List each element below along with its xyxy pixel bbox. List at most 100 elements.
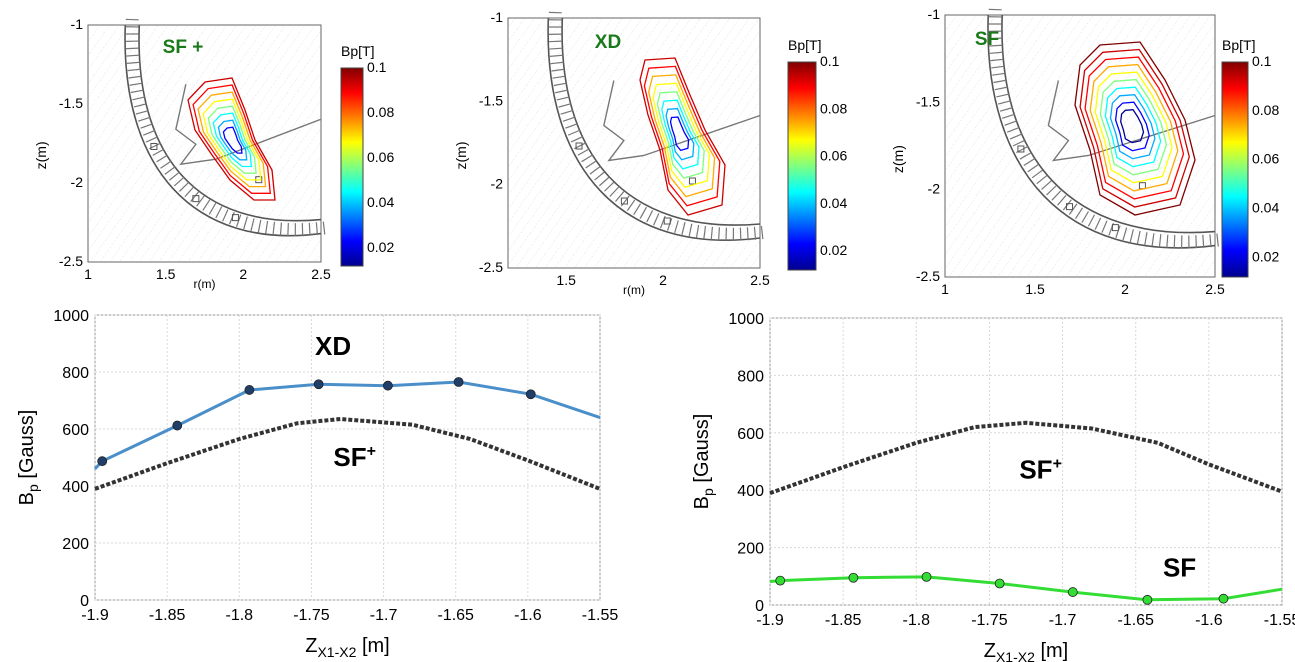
data-point xyxy=(1142,594,1153,605)
colorbar-tick-label: 0.04 xyxy=(367,194,394,210)
x-axis-label: r(m) xyxy=(623,283,645,297)
y-axis-label: z(m) xyxy=(890,145,906,173)
data-point xyxy=(525,389,536,400)
colorbar xyxy=(340,67,364,267)
x-tick-label: 1 xyxy=(941,281,949,297)
line-chart-1: -1.9 -1.85 -1.8 -1.75 -1.7 -1.65 -1.6 -1.55 0 200… xyxy=(16,308,618,660)
x-tick-label: 1.5 xyxy=(156,266,176,282)
x-tick-label: 2 xyxy=(239,266,247,282)
data-point xyxy=(775,575,786,586)
contour-level xyxy=(187,77,276,201)
series-line-sf-plus xyxy=(769,420,1283,495)
contour-level xyxy=(643,65,721,207)
coil-outline xyxy=(175,84,322,166)
x-tick-label: -1.65 xyxy=(1117,612,1154,629)
data-point xyxy=(848,572,859,583)
series-annotation: XD xyxy=(315,331,351,361)
y-tick-label: -1 xyxy=(928,6,941,22)
data-point xyxy=(921,571,932,582)
y-tick-label: 800 xyxy=(737,368,764,385)
x-tick-label: 1.5 xyxy=(1025,281,1045,297)
colorbar-tick-label: 0.06 xyxy=(367,149,394,165)
data-point xyxy=(172,420,183,431)
y-tick-label: -2.5 xyxy=(59,253,83,269)
y-tick-label: -2.5 xyxy=(479,259,503,275)
y-tick-label: -1 xyxy=(491,9,504,25)
plot-area xyxy=(94,314,601,601)
y-tick-label: 200 xyxy=(737,541,764,558)
contour-level xyxy=(656,91,705,179)
y-tick-label: -1.5 xyxy=(479,92,503,108)
contour-level xyxy=(202,98,262,181)
y-tick-label: 1000 xyxy=(53,308,89,325)
x-axis-label: ZX1-X2 [m] xyxy=(984,640,1068,662)
contour-panel-2: XD 1.5 2 2.5 -1 -1.5 -2 -2.5 r(m) z(m) Bp[T]0.1 0.0… xyxy=(453,9,847,297)
coil-outline xyxy=(1047,80,1216,162)
contour-level xyxy=(222,126,243,154)
contour-level xyxy=(1114,101,1150,152)
colorbar xyxy=(787,61,817,271)
colorbar-tick-label: 0.08 xyxy=(1252,102,1279,118)
colorbar-tick-label: 0.1 xyxy=(1252,53,1272,69)
contour-panel-3: SF 1 1.5 2 2.5 -1 -1.5 -2 -2.5 z(m) Bp[T]0.1 0.08 0.… xyxy=(890,6,1279,297)
contour-level xyxy=(217,119,248,161)
contour-level xyxy=(1109,94,1156,160)
x-tick-label: 1.5 xyxy=(556,272,576,288)
series-annotation: SF xyxy=(1163,552,1196,582)
y-axis-label: z(m) xyxy=(33,141,49,169)
x-tick-label: -1.85 xyxy=(149,607,186,624)
x-tick-label: -1.8 xyxy=(225,607,253,624)
x-tick-label: -1.85 xyxy=(825,612,862,629)
colorbar-tick-label: 0.04 xyxy=(1252,200,1279,216)
contour-level xyxy=(1104,86,1162,168)
x-tick-label: -1.75 xyxy=(971,612,1008,629)
x-tick-label: -1.9 xyxy=(756,612,784,629)
x-tick-label: -1.55 xyxy=(582,607,619,624)
colorbar-tick-label: 0.1 xyxy=(820,53,840,69)
panel-label: XD xyxy=(595,32,621,53)
vessel-wall-inner xyxy=(138,24,322,222)
x-tick-label: 2.5 xyxy=(750,272,770,288)
x-tick-label: 2 xyxy=(659,272,667,288)
colorbar xyxy=(1221,61,1249,278)
colorbar-tick-label: 0.02 xyxy=(1252,248,1279,264)
y-axis-label: Bp [Gauss] xyxy=(691,414,716,510)
probe-marker xyxy=(150,143,158,150)
colorbar-title: Bp[T] xyxy=(788,37,821,53)
probe-marker xyxy=(688,177,696,185)
vessel-wall-tiles xyxy=(988,8,1223,249)
y-tick-label: -2 xyxy=(71,174,84,190)
contour-level xyxy=(639,57,726,216)
y-axis-label: z(m) xyxy=(453,142,469,170)
y-tick-label: 200 xyxy=(62,536,89,553)
contour-level xyxy=(665,107,695,161)
data-point xyxy=(244,385,255,395)
x-axis-label: r(m) xyxy=(194,277,216,291)
panel-label: SF xyxy=(975,29,999,50)
x-tick-label: -1.7 xyxy=(1049,612,1077,629)
colorbar-tick-label: 0.1 xyxy=(367,59,387,75)
contour-level xyxy=(1120,109,1145,144)
line-chart-2: -1.9 -1.85 -1.8 -1.75 -1.7 -1.65 -1.6 -1.55 0 200… xyxy=(691,311,1295,662)
y-tick-label: -1 xyxy=(71,16,84,32)
contour-level xyxy=(1099,78,1168,176)
colorbar-title: Bp[T] xyxy=(341,43,374,59)
contour-level xyxy=(1074,41,1196,216)
contour-level xyxy=(669,116,690,152)
contour-level xyxy=(1084,56,1185,200)
y-tick-label: 800 xyxy=(62,365,89,382)
contour-level xyxy=(1079,48,1190,208)
probe-marker xyxy=(1111,224,1119,232)
vessel-wall-outer xyxy=(547,17,761,241)
vessel-wall-inner xyxy=(1001,14,1216,234)
contour-level xyxy=(1094,71,1173,184)
contour-level xyxy=(212,112,253,168)
probe-marker xyxy=(1066,203,1073,211)
colorbar-tick-label: 0.04 xyxy=(820,195,847,211)
x-tick-label: -1.7 xyxy=(370,607,398,624)
probe-marker xyxy=(192,195,200,203)
colorbar-title: Bp[T] xyxy=(1222,37,1255,53)
y-tick-label: 600 xyxy=(62,422,89,439)
data-point xyxy=(1067,587,1078,597)
contour-level xyxy=(648,74,716,198)
